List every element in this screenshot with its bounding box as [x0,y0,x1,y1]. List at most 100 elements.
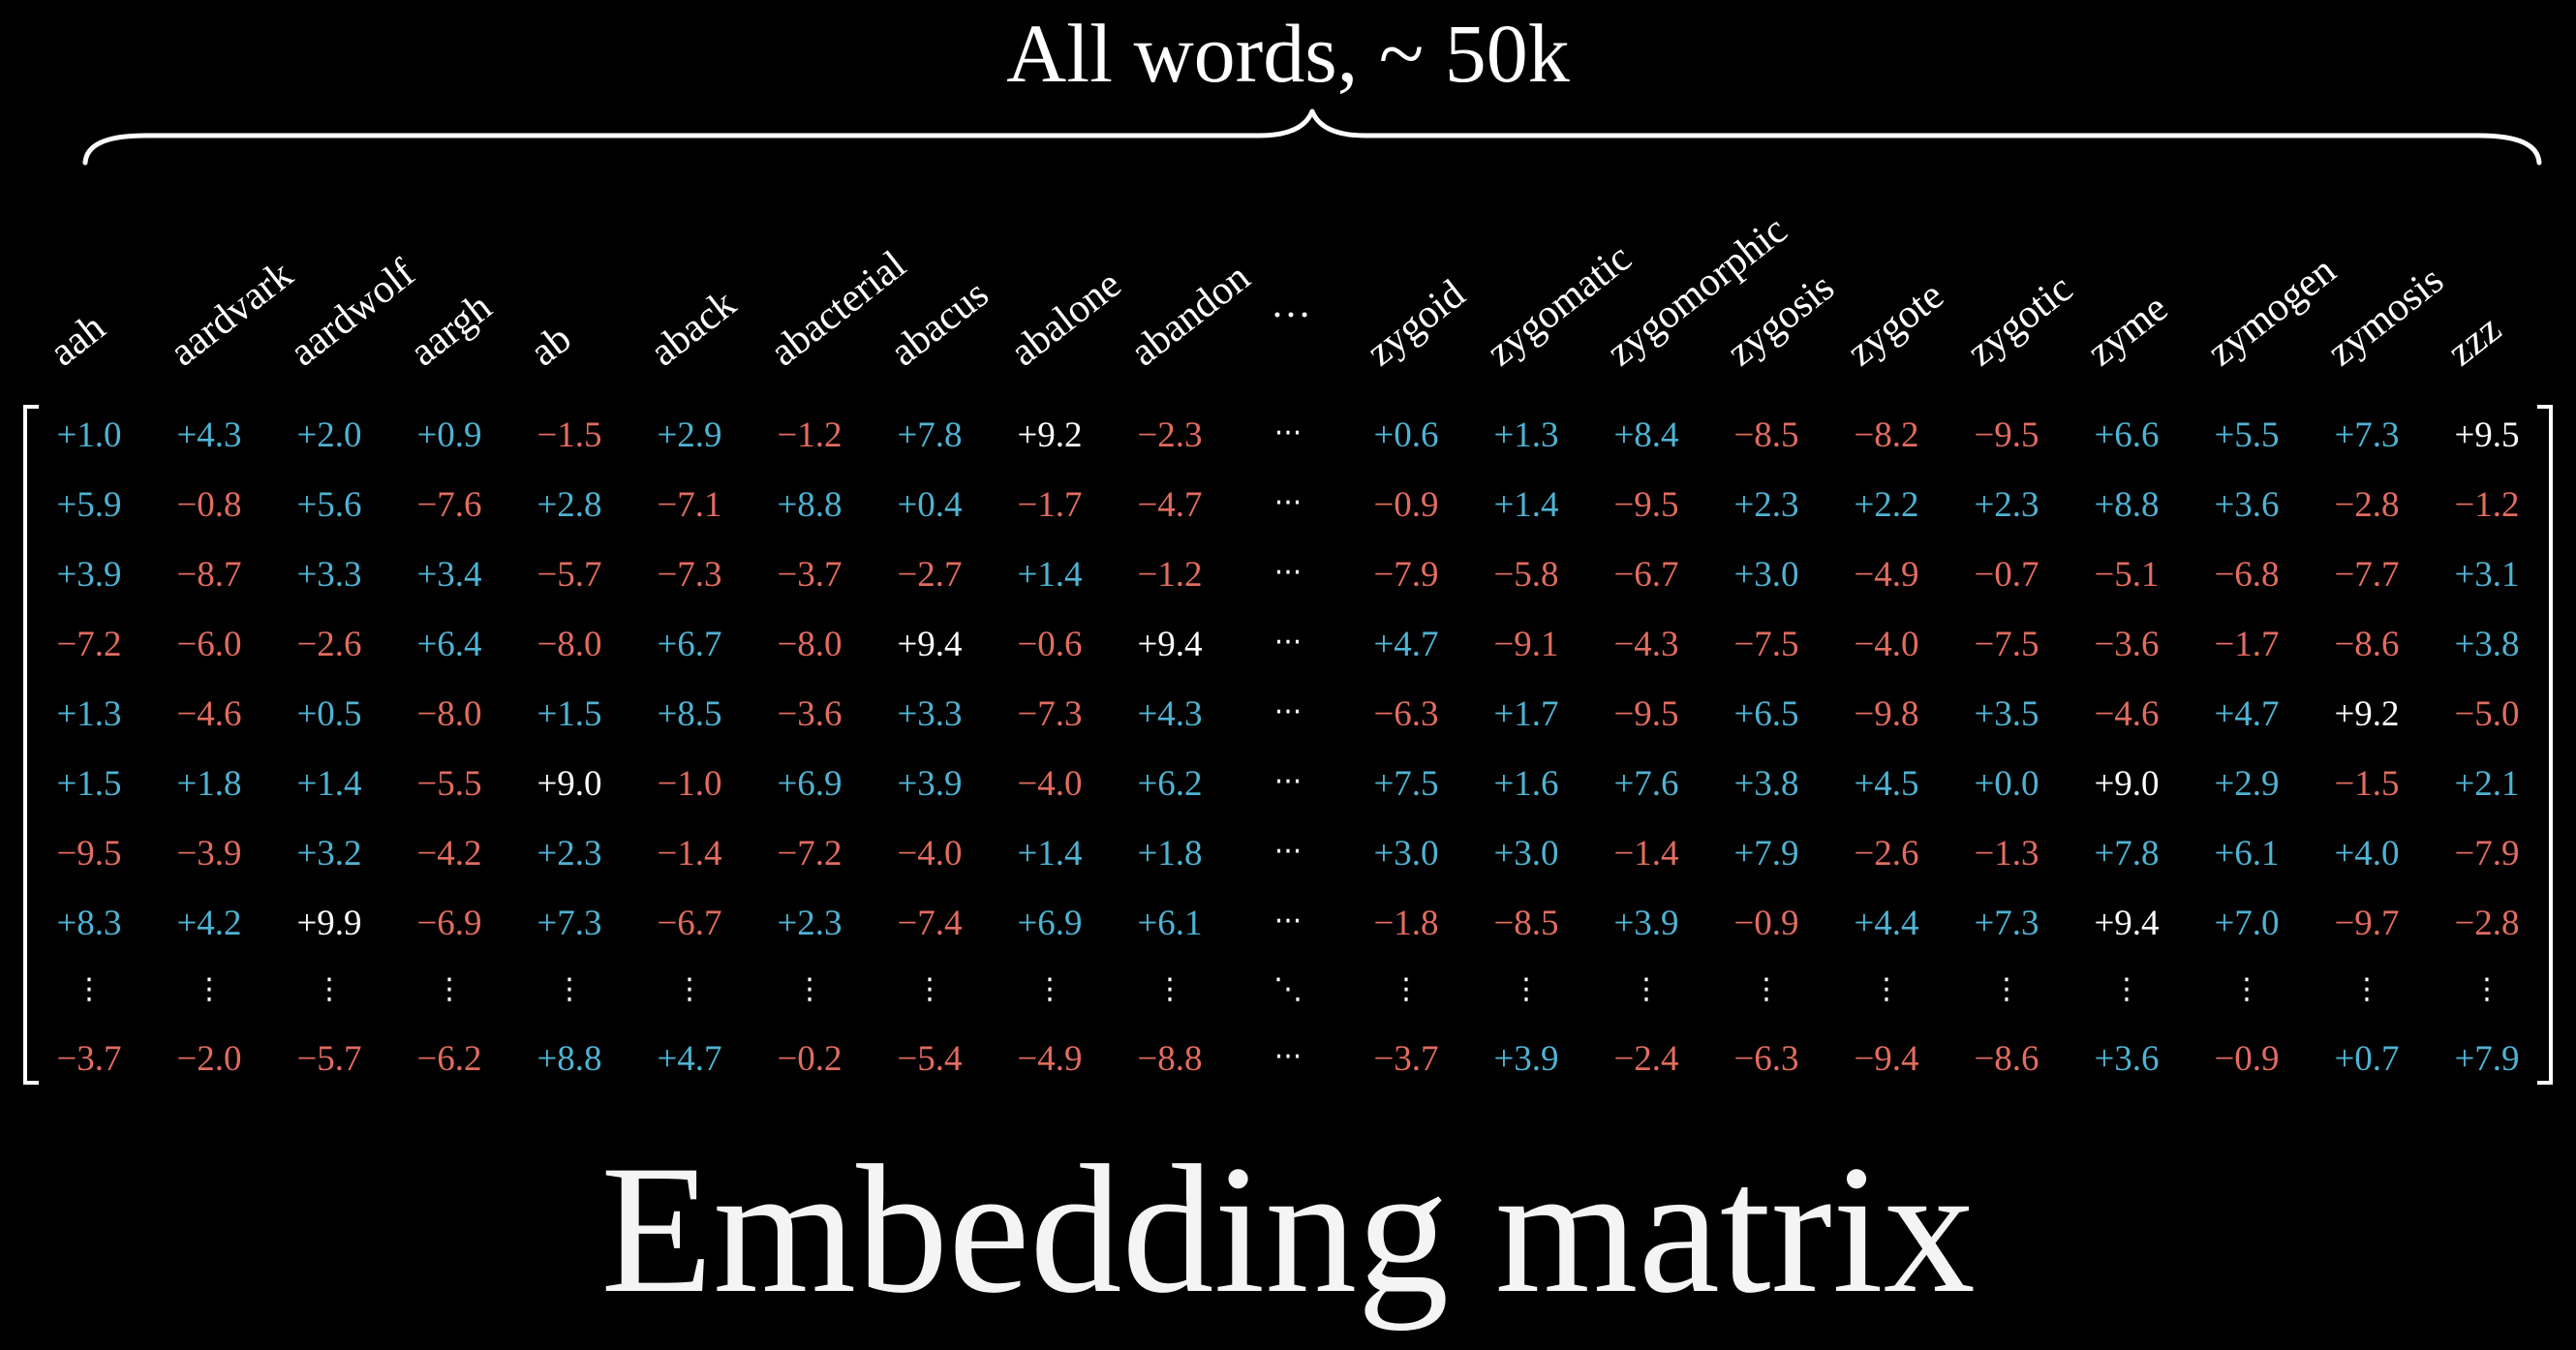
matrix-cell: −0.9 [1733,904,1799,943]
matrix-cell: +5.9 [56,485,122,525]
matrix-cell: +7.5 [1373,764,1439,804]
matrix-cell: +0.4 [897,485,963,525]
matrix-cell: +4.0 [2334,834,2400,874]
matrix-cell: −4.6 [2094,694,2160,734]
matrix-cell: −4.2 [416,834,482,874]
matrix-cell: −7.3 [1017,694,1083,734]
vertical-ellipsis: ⋮ [915,972,944,1006]
matrix-cell: −4.0 [1017,764,1083,804]
matrix-cell: +1.4 [1493,485,1559,525]
matrix-cell: −7.2 [777,834,843,874]
matrix-cell: +4.4 [1854,904,1919,943]
vertical-ellipsis: ⋮ [435,972,464,1006]
matrix-cell: +3.3 [897,694,963,734]
matrix-cell: +3.8 [2454,625,2520,664]
matrix-cell: +3.1 [2454,555,2520,595]
matrix-cell: +7.3 [2334,415,2400,455]
matrix-cell: −9.1 [1493,625,1559,664]
matrix-cell: −2.7 [897,555,963,595]
matrix-cell: +6.5 [1733,694,1799,734]
matrix-cell: −4.3 [1613,625,1679,664]
matrix-cell: +3.9 [1613,904,1679,943]
matrix-cell: +1.3 [1493,415,1559,455]
matrix-cell: +2.1 [2454,764,2520,804]
matrix-cell: +1.6 [1493,764,1559,804]
matrix-cell: −8.6 [1974,1039,2039,1079]
matrix-cell: −4.9 [1017,1039,1083,1079]
matrix-cell: −3.7 [56,1039,122,1079]
matrix-cell: −7.9 [1373,555,1439,595]
matrix-cell: +6.9 [1017,904,1083,943]
matrix-cell: +9.2 [1017,415,1083,455]
matrix-cell: −7.1 [657,485,722,525]
vertical-ellipsis: ⋮ [795,972,824,1006]
matrix-cell: −8.0 [537,625,602,664]
matrix-cell: −8.5 [1733,415,1799,455]
matrix-cell: −4.0 [897,834,963,874]
matrix-cell: −3.6 [777,694,843,734]
matrix-cell: +3.6 [2214,485,2280,525]
matrix-cell: +8.3 [56,904,122,943]
horizontal-ellipsis: ··· [1273,765,1303,799]
matrix-cell: +1.5 [56,764,122,804]
matrix-cell: +3.4 [416,555,482,595]
matrix-cell: −8.0 [416,694,482,734]
matrix-cell: −6.0 [176,625,242,664]
matrix-cell: −0.8 [176,485,242,525]
matrix-cell: −7.5 [1733,625,1799,664]
vertical-ellipsis: ⋮ [2232,972,2261,1006]
matrix-cell: +9.0 [537,764,602,804]
matrix-cell: +0.7 [2334,1039,2400,1079]
matrix-cell: −9.5 [1974,415,2039,455]
matrix-cell: −2.4 [1613,1039,1679,1079]
matrix-cell: +4.3 [1137,694,1203,734]
vertical-ellipsis: ⋮ [1872,972,1901,1006]
matrix-cell: +3.6 [2094,1039,2160,1079]
horizontal-ellipsis: ··· [1273,486,1303,520]
matrix-cell: −1.2 [2454,485,2520,525]
matrix-cell: +9.4 [897,625,963,664]
matrix-cell: −6.9 [416,904,482,943]
matrix-cell: −1.3 [1974,834,2039,874]
matrix-cell: −5.1 [2094,555,2160,595]
matrix-cell: −8.0 [777,625,843,664]
matrix-cell: −5.5 [416,764,482,804]
matrix-cell: +2.3 [777,904,843,943]
matrix-cell: +3.9 [1493,1039,1559,1079]
vertical-ellipsis: ⋮ [555,972,584,1006]
horizontal-ellipsis: ··· [1273,695,1303,729]
matrix-cell: −1.5 [537,415,602,455]
matrix-cell: +1.8 [1137,834,1203,874]
matrix-cell: +3.0 [1733,555,1799,595]
vertical-ellipsis: ⋮ [315,972,344,1006]
matrix-cell: −9.4 [1854,1039,1919,1079]
matrix-cell: +1.4 [1017,834,1083,874]
vertical-ellipsis: ⋮ [1632,972,1661,1006]
matrix-cell: +1.3 [56,694,122,734]
matrix-cell: −5.4 [897,1039,963,1079]
matrix-cell: −9.5 [1613,485,1679,525]
matrix-cell: +4.7 [657,1039,722,1079]
matrix-cell: −3.9 [176,834,242,874]
matrix-cell: −2.8 [2454,904,2520,943]
matrix-cell: +7.9 [2454,1039,2520,1079]
horizontal-ellipsis: ··· [1273,835,1303,869]
matrix-cell: −7.6 [416,485,482,525]
matrix-cell: −6.7 [1613,555,1679,595]
matrix-cell: +1.8 [176,764,242,804]
vertical-ellipsis: ⋮ [195,972,224,1006]
matrix-cell: +0.5 [296,694,362,734]
caption: Embedding matrix [600,1128,1976,1332]
matrix-cell: −2.8 [2334,485,2400,525]
matrix-cell: +0.0 [1974,764,2039,804]
matrix-cell: +9.4 [2094,904,2160,943]
horizontal-ellipsis: ··· [1273,905,1303,938]
matrix-cell: +2.3 [1974,485,2039,525]
matrix-cell: +2.2 [1854,485,1919,525]
matrix-cell: −8.8 [1137,1039,1203,1079]
matrix-cell: +3.8 [1733,764,1799,804]
vertical-ellipsis: ⋮ [1035,972,1064,1006]
horizontal-ellipsis: ··· [1273,416,1303,450]
matrix-cell: −0.9 [1373,485,1439,525]
